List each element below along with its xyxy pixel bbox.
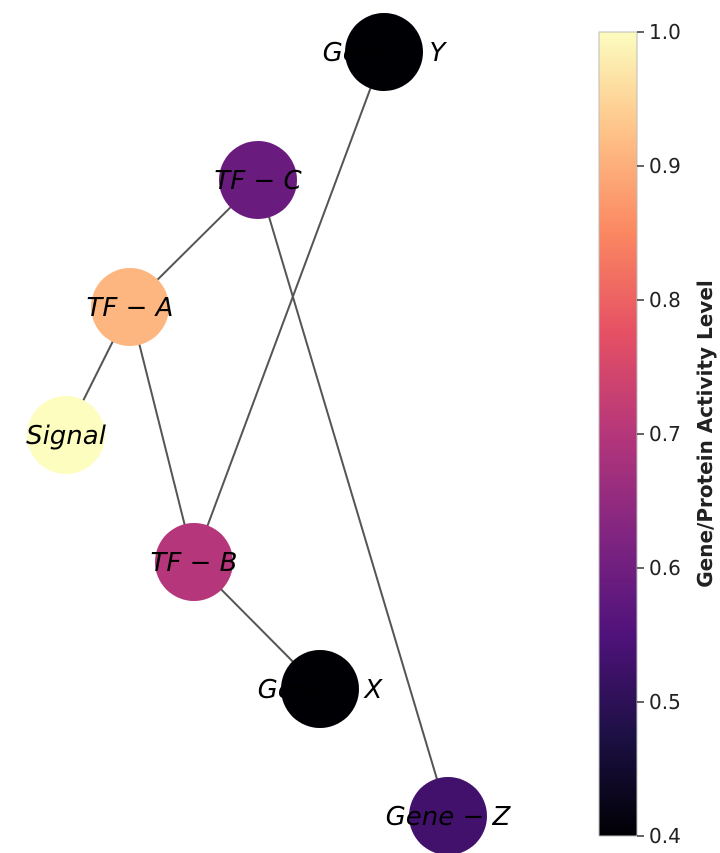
node-gene_z: Gene − Z [386,777,512,853]
node-circle [281,650,359,728]
nodes: Gene − Y TF − C TF − A Signal TF − B Gene − X… [26,13,512,853]
node-label: Gene − X [258,675,384,705]
colorbar: 0.4 0.5 0.6 0.7 0.8 0.9 1.0 Gene/Protein Activ… [598,20,717,848]
colorbar-tick-label: 0.5 [649,690,681,714]
node-label: TF − C [214,166,302,196]
node-tf_c: TF − C [214,141,302,219]
node-label: Gene − Y [323,38,448,68]
edge-tf_a-tf_b [129,306,195,563]
node-circle [155,523,233,601]
node-gene_x: Gene − X [258,650,384,728]
node-label: TF − A [87,293,174,323]
colorbar-gradient [598,31,638,837]
colorbar-tick-label: 0.4 [649,824,681,848]
node-circle [91,268,169,346]
node-label: Signal [26,421,107,451]
colorbar-tick-label: 0.7 [649,422,681,446]
node-circle [345,13,423,91]
node-tf_b: TF − B [151,523,238,601]
node-signal: Signal [26,396,107,474]
node-label: Gene − Z [386,802,512,832]
colorbar-ticks: 0.4 0.5 0.6 0.7 0.8 0.9 1.0 [637,20,681,848]
node-tf_a: TF − A [87,268,174,346]
colorbar-tick-label: 0.8 [649,288,681,312]
edge-tf_c-gene_z [257,179,449,817]
colorbar-tick-label: 0.9 [649,154,681,178]
node-circle [27,396,105,474]
colorbar-title: Gene/Protein Activity Level [693,280,717,588]
colorbar-tick-label: 1.0 [649,20,681,44]
node-gene_y: Gene − Y [323,13,448,91]
node-label: TF − B [151,548,238,578]
colorbar-tick-label: 0.6 [649,556,681,580]
edge-gene_y-tf_b [193,51,385,563]
node-circle [219,141,297,219]
node-circle [409,777,487,853]
